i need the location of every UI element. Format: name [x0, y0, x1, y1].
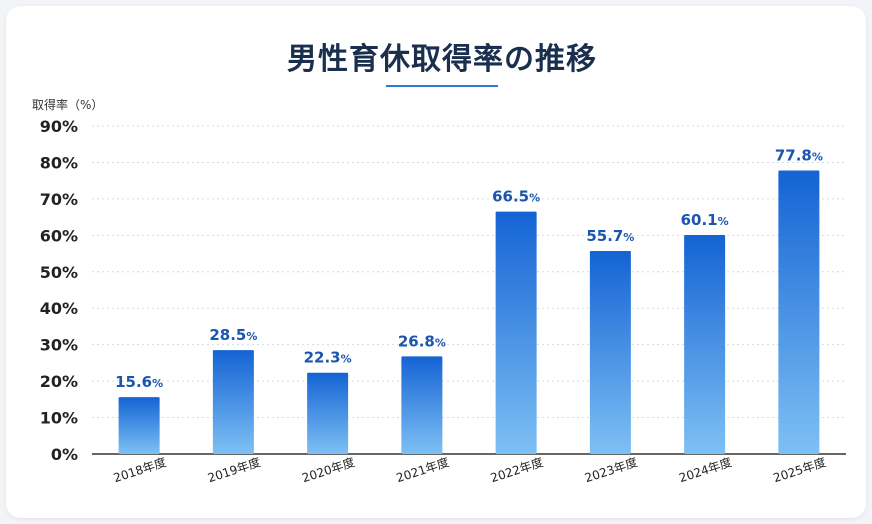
- y-tick-label: 0%: [51, 445, 78, 464]
- data-label: 55.7%: [586, 227, 634, 245]
- data-label-unit: %: [529, 192, 540, 205]
- data-label-unit: %: [246, 330, 257, 343]
- y-tick-label: 70%: [40, 190, 78, 209]
- x-tick-label: 2018年度: [111, 454, 168, 485]
- bar: [212, 350, 254, 454]
- x-tick-label: 2021年度: [394, 454, 451, 485]
- x-tick-label: 2025年度: [771, 454, 828, 485]
- y-tick-label: 50%: [40, 263, 78, 282]
- y-axis-label: 取得率（%）: [32, 98, 104, 112]
- data-label: 28.5%: [209, 326, 257, 344]
- data-label: 15.6%: [115, 373, 163, 391]
- data-label: 60.1%: [681, 211, 729, 229]
- title-underline: [386, 85, 498, 87]
- data-label-value: 77.8: [775, 146, 812, 164]
- data-label-value: 15.6: [115, 373, 152, 391]
- data-label: 66.5%: [492, 188, 540, 206]
- y-tick-label: 20%: [40, 372, 78, 391]
- bar: [684, 234, 726, 454]
- bar: [495, 211, 537, 454]
- x-tick-label: 2023年度: [583, 454, 640, 485]
- bar: [307, 372, 349, 454]
- y-tick-label: 80%: [40, 153, 78, 172]
- y-tick-label: 30%: [40, 336, 78, 355]
- bar: [118, 397, 160, 454]
- bar: [401, 356, 443, 454]
- data-label-unit: %: [152, 377, 163, 390]
- data-label: 26.8%: [398, 332, 446, 350]
- data-label-value: 26.8: [398, 332, 435, 350]
- chart-title: 男性育休取得率の推移: [287, 42, 597, 77]
- y-tick-label: 40%: [40, 299, 78, 318]
- bar: [778, 170, 820, 454]
- x-tick-label: 2024年度: [677, 454, 734, 485]
- data-label-unit: %: [812, 150, 823, 163]
- bar: [589, 251, 631, 454]
- y-tick-label: 10%: [40, 409, 78, 428]
- data-label: 22.3%: [304, 349, 352, 367]
- data-label-unit: %: [435, 336, 446, 349]
- x-tick-label: 2020年度: [300, 454, 357, 485]
- data-label-value: 60.1: [681, 211, 718, 229]
- y-tick-label: 90%: [40, 117, 78, 136]
- data-label-value: 66.5: [492, 188, 529, 206]
- data-label: 77.8%: [775, 146, 823, 164]
- x-tick-label: 2019年度: [206, 454, 263, 485]
- data-label-unit: %: [718, 215, 729, 228]
- data-label-value: 55.7: [586, 227, 623, 245]
- data-label-value: 22.3: [304, 349, 341, 367]
- x-tick-label: 2022年度: [488, 454, 545, 485]
- y-tick-label: 60%: [40, 226, 78, 245]
- data-label-value: 28.5: [209, 326, 246, 344]
- data-label-unit: %: [623, 231, 634, 244]
- data-label-unit: %: [341, 353, 352, 366]
